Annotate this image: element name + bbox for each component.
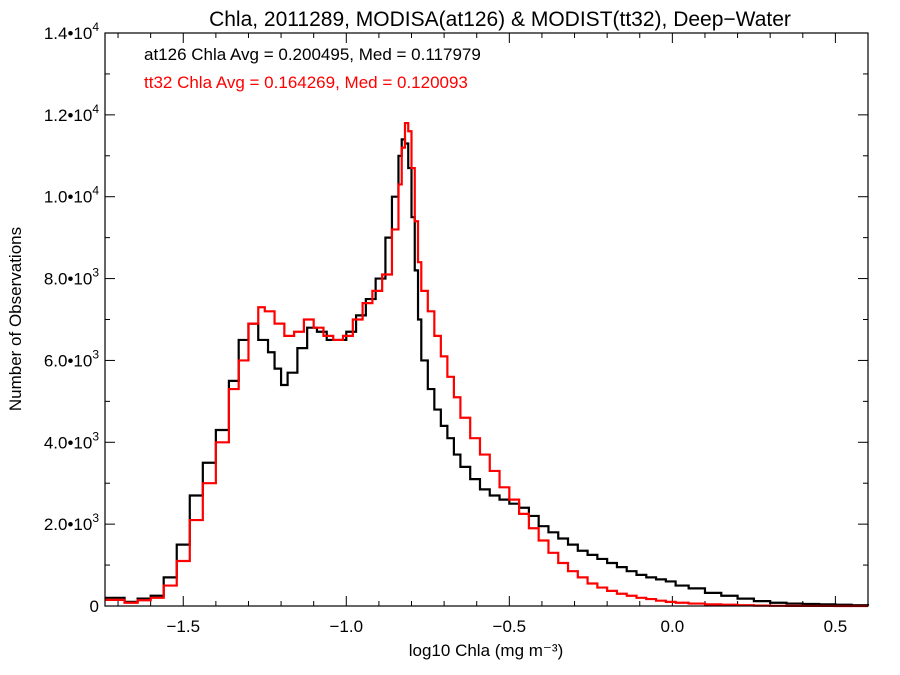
series-line-0	[105, 138, 870, 607]
y-tick-mantissa: 4.0•10	[44, 433, 93, 452]
x-tick-label: 0.0	[661, 617, 685, 636]
y-axis-label: Number of Observations	[6, 227, 25, 411]
y-tick-mantissa: 8.0•10	[44, 270, 93, 289]
y-tick-label: 8.0•103	[44, 266, 100, 289]
y-tick-exponent: 4	[92, 102, 99, 116]
x-axis-ticks: −1.5 −1.0 −0.5 0.0 0.5	[117, 33, 848, 636]
annotations: at126 Chla Avg = 0.200495, Med = 0.11797…	[144, 45, 481, 92]
x-tick-label: −0.5	[493, 617, 527, 636]
y-axis-ticks: 02.0•1034.0•1036.0•1038.0•1031.0•1041.2•…	[44, 20, 868, 616]
x-axis-label: log10 Chla (mg m⁻³)	[409, 641, 563, 660]
y-tick-exponent: 3	[92, 347, 99, 361]
y-tick-mantissa: 2.0•10	[44, 515, 93, 534]
y-tick-exponent: 3	[92, 266, 99, 280]
y-tick-label: 1.0•104	[44, 184, 100, 207]
y-tick-mantissa: 1.4•10	[44, 24, 93, 43]
x-axis-label-text-end: )	[558, 641, 564, 660]
chart-title: Chla, 2011289, MODISA(at126) & MODIST(tt…	[209, 8, 791, 31]
y-tick-mantissa: 0	[90, 597, 99, 616]
stats-annotation: at126 Chla Avg = 0.200495, Med = 0.11797…	[144, 45, 481, 64]
y-tick-exponent: 3	[92, 511, 99, 525]
x-tick-label: −1.5	[166, 617, 200, 636]
y-tick-exponent: 4	[92, 20, 99, 34]
y-tick-exponent: 4	[92, 184, 99, 198]
series-line-1	[105, 121, 868, 608]
y-tick-label: 2.0•103	[44, 511, 100, 534]
x-axis-label-superscript: ⁻³	[543, 641, 558, 660]
y-tick-label: 1.4•104	[44, 20, 100, 43]
x-tick-label: 0.5	[824, 617, 848, 636]
y-tick-mantissa: 1.0•10	[44, 188, 93, 207]
y-tick-label: 6.0•103	[44, 347, 100, 370]
x-tick-label: −1.0	[330, 617, 364, 636]
y-tick-label: 0	[90, 597, 99, 616]
y-tick-exponent: 3	[92, 429, 99, 443]
series-layer	[105, 121, 870, 608]
stats-annotation: tt32 Chla Avg = 0.164269, Med = 0.120093	[144, 73, 468, 92]
y-tick-mantissa: 6.0•10	[44, 351, 93, 370]
x-axis-label-text: log10 Chla (mg m	[409, 641, 543, 660]
plot-frame	[104, 32, 869, 607]
y-tick-label: 4.0•103	[44, 429, 100, 452]
y-tick-label: 1.2•104	[44, 102, 100, 125]
y-tick-mantissa: 1.2•10	[44, 106, 93, 125]
